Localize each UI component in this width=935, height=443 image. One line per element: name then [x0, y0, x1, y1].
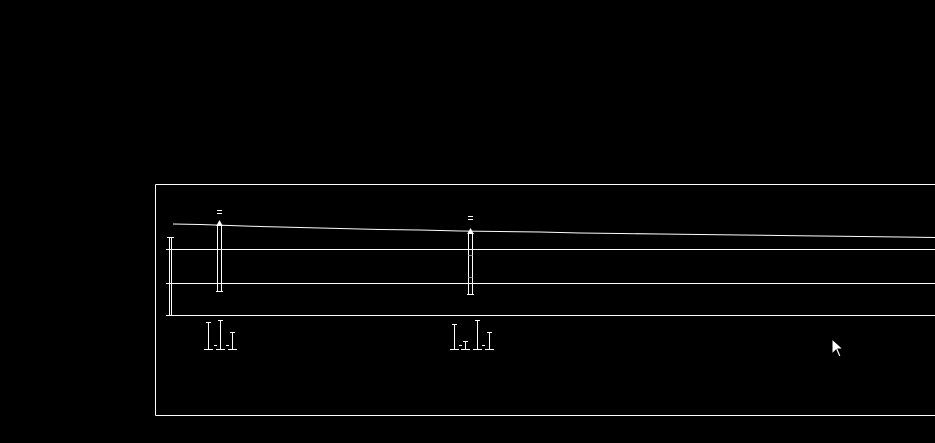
- borehole-column-1[interactable]: [216, 210, 223, 292]
- ground-profile-line: [172, 223, 935, 238]
- borehole-column-2[interactable]: [467, 216, 474, 295]
- sheet-frame: [155, 184, 935, 416]
- vertical-scale-bar: [167, 237, 174, 315]
- profile-band-lines: [166, 249, 935, 316]
- arrow-cursor-icon: [831, 338, 845, 358]
- symbol-cluster-2: [450, 320, 494, 350]
- symbol-cluster-1: [204, 320, 237, 350]
